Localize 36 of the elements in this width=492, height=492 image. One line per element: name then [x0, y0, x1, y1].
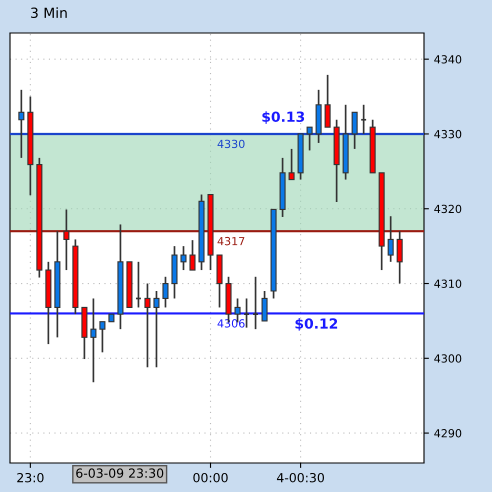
candlestick [262, 290, 268, 322]
candlestick [180, 245, 187, 271]
candlestick [144, 282, 150, 368]
candlestick [63, 208, 70, 271]
candlestick [306, 126, 313, 152]
candlestick [162, 276, 169, 308]
annotation: $0.13 [262, 111, 304, 124]
candlestick [396, 230, 403, 284]
x-tick-label: 4-00:30 [276, 472, 324, 482]
ref-line-label: 4330 [218, 140, 245, 148]
y-tick-label: 4330 [434, 130, 462, 138]
y-tick-label: 4340 [434, 55, 462, 64]
text: 6-03-09 23:30 [76, 468, 164, 478]
candlestick [153, 290, 160, 368]
ref-line-label: 4306 [218, 319, 245, 328]
candlestick [352, 111, 358, 150]
candlestick [243, 298, 250, 328]
candlestick [99, 320, 106, 354]
candlestick [388, 215, 394, 263]
candlestick [360, 104, 367, 135]
y-tick-label: 4310 [434, 279, 462, 288]
chart-title: 3 Min [31, 7, 67, 18]
candlestick [90, 298, 96, 384]
candlestick [135, 261, 142, 308]
candlestick [324, 74, 331, 128]
x-tick-label: 23:0 [17, 472, 44, 482]
ref-line-label: 4317 [218, 236, 244, 246]
x-tick-label: 00:00 [193, 472, 228, 482]
annotation: $0.12 [295, 318, 338, 331]
candlestick [288, 148, 295, 180]
y-tick-label: 4300 [434, 354, 462, 363]
candlestick [18, 89, 24, 159]
candlestick [189, 239, 196, 271]
y-tick-label: 4320 [434, 204, 462, 214]
y-tick-label: 4290 [434, 429, 462, 438]
candlestick [252, 276, 259, 330]
